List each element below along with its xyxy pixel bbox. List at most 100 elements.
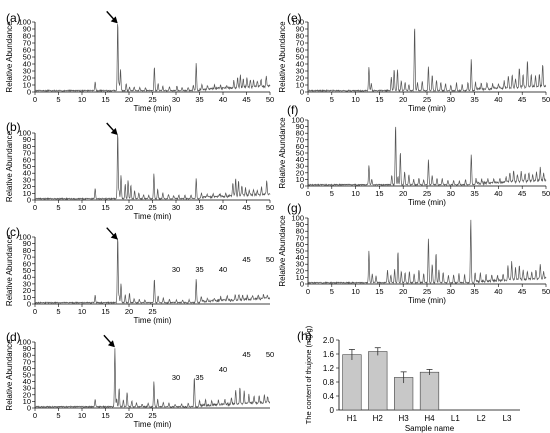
bar <box>419 371 440 411</box>
y-tick-label: 60 <box>23 364 31 373</box>
y-tick-label: 100 <box>291 214 304 223</box>
y-tick-label: 10 <box>23 81 31 90</box>
y-tick-label: 70 <box>23 39 31 48</box>
x-tick-label: 25 <box>423 95 431 104</box>
x-tick-label: 20 <box>399 95 407 104</box>
y-tick-label: 0 <box>330 406 335 415</box>
y-tick-label: 30 <box>23 67 31 76</box>
y-tick-label: 70 <box>296 135 304 144</box>
x-tick-label: 15 <box>101 307 109 316</box>
x-tick-label: 40 <box>219 203 227 212</box>
x-tick-label: L1 <box>451 414 460 423</box>
x-tick-label: 40 <box>494 287 502 296</box>
y-tick-label: 50 <box>296 247 304 256</box>
y-tick-label: 50 <box>23 266 31 275</box>
x-tick-label: 25 <box>423 287 431 296</box>
y-tick-label: 30 <box>23 384 31 393</box>
x-axis-label: Time (min) <box>408 104 446 113</box>
y-tick-label: 80 <box>23 351 31 360</box>
x-tick-label: 0 <box>33 307 37 316</box>
x-tick-label: 25 <box>148 411 156 420</box>
y-tick-label: 70 <box>23 253 31 262</box>
thujone-bar-panel: (h) 0 0.4 0.8 1.2 1.6 2.0 H1 H2 H3 H4 L1 L2 L3 The con… <box>297 325 520 433</box>
y-tick-label: 30 <box>296 260 304 269</box>
x-tick-label: 20 <box>125 307 133 316</box>
y-tick-label: 40 <box>296 60 304 69</box>
y-tick-label: 90 <box>23 25 31 34</box>
x-tick-label: 15 <box>375 189 383 198</box>
y-tick-label: 30 <box>23 175 31 184</box>
x-tick-label: 50 <box>542 95 550 104</box>
bar <box>342 354 362 411</box>
x-tick-label: 45 <box>518 95 526 104</box>
y-tick-label: 60 <box>296 240 304 249</box>
y-tick-label: 10 <box>296 175 304 184</box>
x-tick-label: 45 <box>518 189 526 198</box>
x-tick-label: 15 <box>375 287 383 296</box>
y-tick-label: 60 <box>296 46 304 55</box>
x-tick-label: 5 <box>56 203 60 212</box>
x-tick-label: 15 <box>101 411 109 420</box>
x-tick-label: 35 <box>470 287 478 296</box>
x-tick-label: 20 <box>125 95 133 104</box>
y-tick-label: 0.4 <box>323 392 335 401</box>
x-tick-label: H1 <box>347 414 358 423</box>
x-tick-label: 0 <box>306 95 310 104</box>
arrow-head-icon <box>110 232 118 240</box>
y-tick-label: 0.8 <box>323 378 335 387</box>
x-tick-label: 10 <box>351 189 359 198</box>
y-tick-label: 50 <box>296 149 304 158</box>
chromatogram-trace <box>307 126 547 187</box>
y-tick-label: 20 <box>23 182 31 191</box>
x-tick-label: 5 <box>330 95 334 104</box>
x-tick-label: 15 <box>101 95 109 104</box>
x-tick-label: 5 <box>56 307 60 316</box>
x-tick-label: 45 <box>242 255 250 264</box>
x-tick-label: 25 <box>148 307 156 316</box>
y-tick-label: 70 <box>23 357 31 366</box>
chromatogram-trace <box>307 219 547 285</box>
x-tick-label: 5 <box>330 287 334 296</box>
x-tick-label: H3 <box>399 414 410 423</box>
panel-label: (d) <box>6 330 21 344</box>
x-axis-label: Time (min) <box>134 420 172 429</box>
y-tick-label: 80 <box>23 32 31 41</box>
y-tick-label: 50 <box>23 371 31 380</box>
y-tick-label: 40 <box>23 273 31 282</box>
y-tick-label: 20 <box>296 74 304 83</box>
y-tick-label: 60 <box>296 142 304 151</box>
chromatogram-trace <box>34 24 271 93</box>
x-tick-label: 35 <box>195 373 203 382</box>
x-tick-label: 50 <box>266 203 274 212</box>
y-tick-label: 80 <box>296 227 304 236</box>
x-axis-label: Time (min) <box>134 316 172 325</box>
chromatogram-trace <box>34 134 271 201</box>
y-axis-label: Relative Abundance <box>278 215 287 287</box>
x-tick-label: L2 <box>477 414 486 423</box>
y-tick-label: 70 <box>296 233 304 242</box>
x-tick-label: 20 <box>399 189 407 198</box>
x-tick-label: 45 <box>518 287 526 296</box>
x-tick-label: 10 <box>351 287 359 296</box>
panel-label: (g) <box>287 201 302 215</box>
arrow-head-icon <box>110 16 118 24</box>
x-axis-label: Time (min) <box>408 198 446 207</box>
arrow-head-icon <box>110 128 118 136</box>
y-tick-label: 0 <box>300 280 304 289</box>
x-tick-label: 50 <box>542 287 550 296</box>
y-tick-label: 80 <box>23 142 31 151</box>
y-tick-label: 60 <box>23 259 31 268</box>
x-tick-label: H2 <box>373 414 384 423</box>
y-tick-label: 90 <box>23 135 31 144</box>
x-tick-label: L3 <box>503 414 512 423</box>
x-tick-label: 30 <box>447 95 455 104</box>
x-tick-label: 10 <box>78 95 86 104</box>
x-tick-label: 30 <box>172 265 180 274</box>
x-axis-label: Time (min) <box>408 296 446 305</box>
x-tick-label: 0 <box>33 203 37 212</box>
y-axis-label: Relative Abundance <box>5 234 14 306</box>
x-tick-label: 30 <box>172 95 180 104</box>
